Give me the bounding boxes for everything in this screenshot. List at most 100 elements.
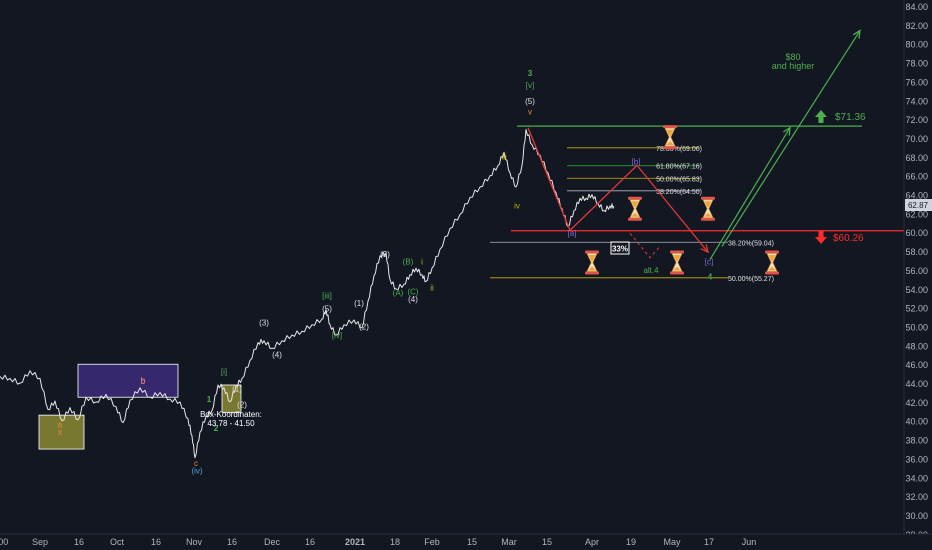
projection-green-arrowhead bbox=[782, 126, 791, 136]
wave-label: (3) bbox=[259, 319, 269, 328]
hourglass-sand-top bbox=[768, 254, 776, 261]
hourglass-cap-top bbox=[670, 250, 684, 254]
price-axis-background[interactable] bbox=[904, 0, 932, 534]
time-tick-label: Nov bbox=[186, 537, 203, 547]
price-tick-label: 74.00 bbox=[905, 96, 928, 106]
time-tick-label: Dec bbox=[264, 537, 281, 547]
price-tick-label: 46.00 bbox=[905, 360, 928, 370]
time-tick-label: 15 bbox=[542, 537, 552, 547]
levels-layer: 78.60%(69.06) 61.80%(67.16) 50.00%(65.83) 3… bbox=[490, 125, 904, 283]
fib-level-label: 61.80%(67.16) bbox=[656, 164, 702, 171]
target-box-purple bbox=[77, 363, 179, 398]
hourglass-glass bbox=[586, 253, 598, 272]
resistance-arrow-up-icon bbox=[815, 110, 827, 123]
price-tick-label: 48.00 bbox=[905, 341, 928, 351]
wave-label: (B) bbox=[403, 257, 414, 266]
price-tick-label: 76.00 bbox=[905, 77, 928, 87]
price-tick-label: 42.00 bbox=[905, 398, 928, 408]
hourglass-cap-bottom bbox=[765, 271, 779, 275]
wave-label: (A) bbox=[393, 288, 404, 297]
hourglass-glass bbox=[671, 253, 683, 272]
time-tick-label: Mar bbox=[501, 537, 517, 547]
wave-label: [v] bbox=[526, 81, 534, 90]
fib-level-label: 50.00%(65.83) bbox=[656, 176, 702, 183]
wave-label: (iv) bbox=[191, 467, 202, 476]
hourglass-cap-bottom bbox=[670, 271, 684, 275]
hourglass-cap-bottom bbox=[585, 271, 599, 275]
projection-green-short bbox=[709, 127, 791, 260]
time-axis-background[interactable] bbox=[0, 534, 932, 550]
price-tick-label: 52.00 bbox=[905, 304, 928, 314]
hourglass-icon bbox=[663, 125, 677, 150]
price-tick-label: 70.00 bbox=[905, 134, 928, 144]
price-tick-label: 56.00 bbox=[905, 266, 928, 276]
price-tick-label: 54.00 bbox=[905, 285, 928, 295]
projection-layer bbox=[527, 29, 861, 260]
wave-label: 1 bbox=[207, 395, 212, 404]
wave-label: alt.4 bbox=[643, 266, 659, 275]
hourglass-cap-top bbox=[765, 250, 779, 254]
hourglass-sand-top bbox=[588, 254, 596, 261]
projection-green-arrowhead bbox=[852, 29, 861, 39]
hourglass-glass bbox=[702, 199, 714, 219]
hourglass-cap-bottom bbox=[701, 217, 715, 221]
price-tick-label: 82.00 bbox=[905, 21, 928, 31]
percent-box-label: 33% bbox=[612, 245, 628, 254]
fib-level-label: 38.20%(64.50) bbox=[656, 189, 702, 196]
wave-label: [iii] bbox=[322, 291, 332, 300]
projection-red-path bbox=[527, 127, 709, 253]
last-price-label: 62.87 bbox=[908, 201, 929, 210]
price-axis-ticks: 84.00 82.00 80.00 78.00 76.00 74.00 72.00 70.00… bbox=[905, 2, 928, 540]
box-coordinates-value: 43.78 - 41.50 bbox=[207, 419, 255, 428]
wave-label: iii bbox=[501, 153, 507, 162]
hourglass-sand-top bbox=[673, 254, 681, 261]
box-marker-label: b bbox=[140, 376, 145, 386]
target-label-price: $80 bbox=[785, 52, 800, 62]
wave-label: (5) bbox=[322, 304, 332, 313]
wave-label: (1) bbox=[354, 299, 364, 308]
wave-label: ii bbox=[430, 284, 434, 293]
fib-level-label: 78.60%(69.06) bbox=[656, 146, 702, 153]
hourglass-sand-bottom bbox=[673, 266, 681, 271]
box-marker-label: x bbox=[58, 427, 63, 437]
price-layer bbox=[0, 129, 615, 459]
hourglass-sand-bottom bbox=[768, 266, 776, 271]
wave-label: 4 bbox=[708, 272, 713, 281]
time-tick-label: :00 bbox=[0, 537, 8, 547]
support-price-label: $60.26 bbox=[833, 233, 864, 244]
wave-label: (5) bbox=[525, 97, 535, 106]
time-tick-label: 15 bbox=[467, 537, 477, 547]
hourglass-layer bbox=[585, 125, 779, 275]
price-tick-label: 32.00 bbox=[905, 492, 928, 502]
hourglass-sand-bottom bbox=[704, 212, 712, 217]
wave-label: (3) bbox=[380, 250, 390, 259]
wave-labels-layer: a b c(iv) 1 2 [i] (1) (2) (3) (4) [iii] (5) [iv] (1) (… bbox=[58, 69, 713, 476]
time-tick-label: Sep bbox=[32, 537, 48, 547]
price-tick-label: 30.00 bbox=[905, 511, 928, 521]
wave-label: [a] bbox=[568, 229, 577, 238]
wave-label: 3 bbox=[528, 69, 533, 78]
wave-label: (4) bbox=[272, 351, 282, 360]
hourglass-sand-top bbox=[631, 201, 639, 208]
hourglass-cap-top bbox=[628, 196, 642, 200]
wave-label: v bbox=[528, 107, 532, 116]
price-tick-label: 78.00 bbox=[905, 59, 928, 69]
hourglass-sand-bottom bbox=[588, 266, 596, 271]
wave-label: [iv] bbox=[332, 331, 342, 340]
time-tick-label: 16 bbox=[74, 537, 84, 547]
last-price-badge bbox=[905, 199, 932, 211]
wave-label: c bbox=[194, 459, 198, 468]
projection-alt-dashed bbox=[629, 232, 661, 259]
time-tick-label: 17 bbox=[704, 537, 714, 547]
time-tick-label: May bbox=[663, 537, 681, 547]
price-tick-label: 68.00 bbox=[905, 153, 928, 163]
time-tick-label: Jun bbox=[742, 537, 757, 547]
hourglass-cap-top bbox=[663, 125, 677, 129]
wave-label: [b] bbox=[632, 157, 641, 166]
wave-label: (C) bbox=[407, 287, 418, 296]
wave-label: [i] bbox=[221, 368, 227, 377]
time-tick-label: 18 bbox=[390, 537, 400, 547]
price-tick-label: 72.00 bbox=[905, 115, 928, 125]
